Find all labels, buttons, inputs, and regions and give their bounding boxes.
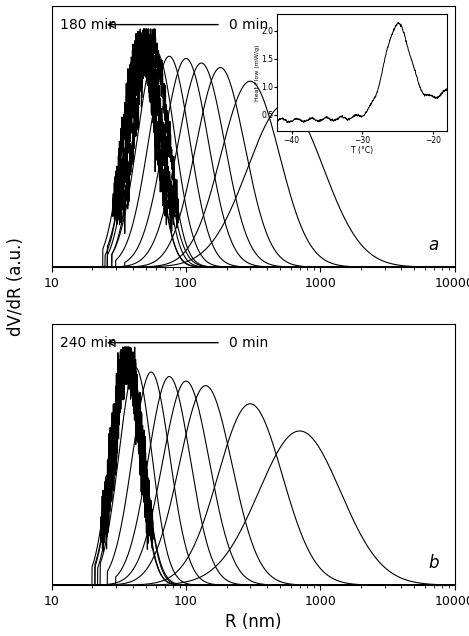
- Text: a: a: [429, 236, 439, 254]
- Text: 0 min: 0 min: [229, 18, 268, 32]
- Text: 240 min: 240 min: [60, 336, 116, 350]
- Text: 0 min: 0 min: [229, 336, 268, 350]
- Text: b: b: [428, 554, 439, 572]
- X-axis label: R (nm): R (nm): [225, 613, 281, 632]
- Text: dV/dR (a.u.): dV/dR (a.u.): [7, 237, 25, 336]
- Text: 180 min: 180 min: [60, 18, 117, 32]
